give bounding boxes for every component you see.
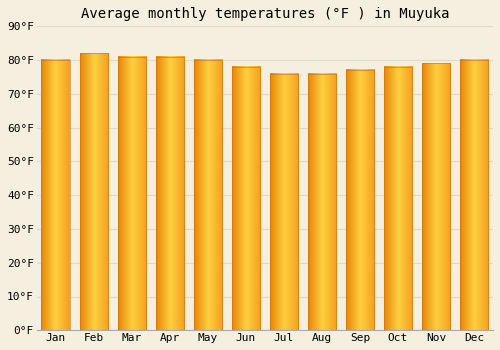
Bar bbox=[384, 67, 412, 330]
Bar bbox=[42, 60, 70, 330]
Bar bbox=[80, 53, 108, 330]
Bar bbox=[460, 60, 488, 330]
Bar bbox=[156, 57, 184, 330]
Bar bbox=[346, 70, 374, 330]
Bar bbox=[194, 60, 222, 330]
Bar bbox=[118, 57, 146, 330]
Bar bbox=[422, 63, 450, 330]
Bar bbox=[270, 74, 298, 330]
Bar bbox=[232, 67, 260, 330]
Title: Average monthly temperatures (°F ) in Muyuka: Average monthly temperatures (°F ) in Mu… bbox=[80, 7, 449, 21]
Bar bbox=[308, 74, 336, 330]
